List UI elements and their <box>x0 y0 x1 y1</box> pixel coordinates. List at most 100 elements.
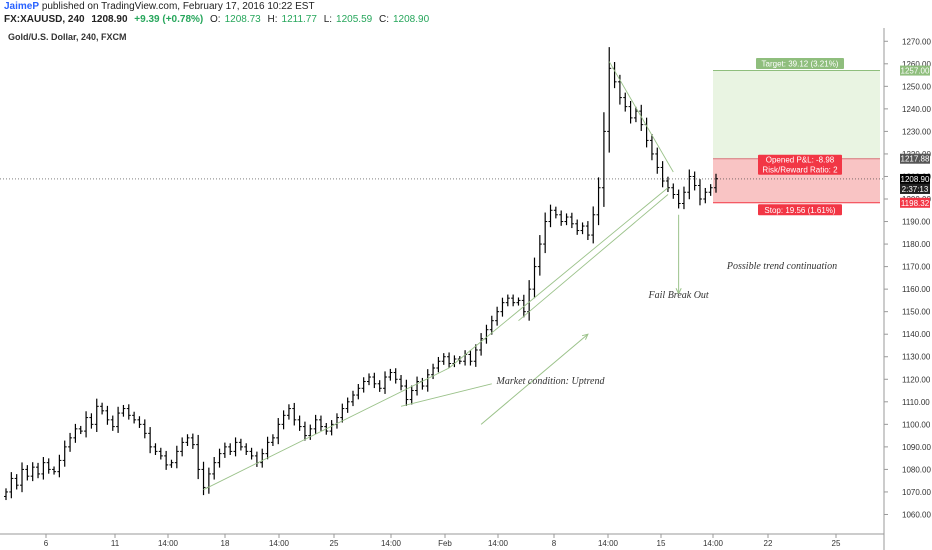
candle-bar <box>649 134 654 161</box>
pnl-tag-text: Risk/Reward Ratio: 2 <box>762 166 838 175</box>
candle-bar <box>292 402 297 426</box>
last-price-tag-text: 1208.90 <box>901 175 930 184</box>
y-tick-label: 1100.00 <box>902 420 931 429</box>
candle-bar <box>201 461 206 496</box>
candle-bar <box>212 457 217 480</box>
target-tag-text: Target: 39.12 (3.21%) <box>762 60 839 69</box>
stop-tag: Stop: 19.56 (1.61%) <box>758 204 842 216</box>
y-tick-label: 1080.00 <box>902 465 931 474</box>
x-tick-label: 11 <box>111 539 120 548</box>
candle-bar <box>452 355 457 368</box>
trend-continuation-label: Possible trend continuation <box>726 261 837 272</box>
x-tick-label: 8 <box>552 539 557 548</box>
candle-bar <box>703 187 708 204</box>
candle-bar <box>377 380 382 392</box>
x-tick-label: 22 <box>764 539 773 548</box>
candle-bar <box>238 438 243 451</box>
candle-bar <box>665 176 670 193</box>
candle-bar <box>596 177 601 226</box>
x-tick-label: 14:00 <box>381 539 402 548</box>
candle-bar <box>73 423 78 443</box>
candle-bar <box>671 183 676 199</box>
trendline-upper <box>448 187 669 369</box>
candle-bar <box>110 415 115 431</box>
candle-bar <box>334 413 339 429</box>
target-tag-box <box>756 58 844 70</box>
last-price: 1208.90 <box>91 14 128 25</box>
author-link[interactable]: JaimeP <box>4 1 40 12</box>
trendline-down <box>608 61 674 173</box>
candle-bar <box>276 418 281 445</box>
candle-bar <box>174 445 179 469</box>
candle-bar <box>484 324 489 344</box>
candle-bar <box>137 416 142 428</box>
candle-bar <box>676 189 681 209</box>
candle-bar <box>46 458 51 474</box>
last-price-tag: 1208.90 <box>900 173 930 184</box>
candle-bar <box>500 297 505 317</box>
candle-bar <box>94 398 99 433</box>
candle-bar <box>479 333 484 356</box>
arrow-head <box>675 288 682 295</box>
candle-bar <box>601 112 606 207</box>
change-value: +9.39 (+0.78%) <box>134 14 204 25</box>
target-price-tag-text: 1257.00 <box>901 67 930 76</box>
candle-bar <box>681 186 686 210</box>
candle-bar <box>228 443 233 455</box>
y-tick-label: 1240.00 <box>902 105 931 114</box>
candle-bar <box>222 442 227 458</box>
y-tick-label: 1060.00 <box>902 510 931 519</box>
candle-bar <box>495 306 500 326</box>
x-tick-label: 14:00 <box>269 539 290 548</box>
target-price-tag: 1257.00 <box>900 65 930 76</box>
uptrend-arrow <box>480 333 589 425</box>
x-tick-label: 14:00 <box>598 539 619 548</box>
candle-bar <box>185 434 190 446</box>
candle-bar <box>714 173 718 193</box>
candle-bar <box>57 454 62 478</box>
candle-bar <box>36 462 41 479</box>
low-value: L: 1205.59 <box>323 14 373 25</box>
candle-bar <box>41 457 46 480</box>
x-tick-label: 6 <box>44 539 49 548</box>
chart-area[interactable]: Gold/U.S. Dollar, 240, FXCM Market condit… <box>0 28 932 550</box>
y-tick-label: 1070.00 <box>902 488 931 497</box>
candle-bar <box>286 404 291 420</box>
candle-bar <box>20 462 25 493</box>
x-tick-label: Feb <box>438 539 452 548</box>
candle-bar <box>367 373 372 386</box>
x-tick-label: 14:00 <box>158 539 179 548</box>
candle-bar <box>687 169 692 200</box>
candle-bar <box>153 443 158 455</box>
candle-bar <box>196 434 201 480</box>
trendline-lower <box>203 367 450 491</box>
last-price-tag-box <box>900 173 930 184</box>
publish-text: published on TradingView.com, February 1… <box>41 1 315 12</box>
candle-bar <box>345 397 350 413</box>
y-tick-label: 1140.00 <box>902 330 931 339</box>
candle-bar <box>372 372 377 389</box>
pnl-tag-text: Opened P&L: -8.98 <box>766 156 835 165</box>
candle-bar <box>425 369 430 392</box>
candle-bar <box>68 432 73 452</box>
target-price-tag-box <box>900 65 930 76</box>
target-zone <box>713 70 880 159</box>
candle-bar <box>708 184 713 196</box>
candle-bar <box>388 368 393 381</box>
symbol-label[interactable]: FX:XAUUSD, 240 <box>4 14 85 25</box>
y-tick-label: 1180.00 <box>902 240 931 249</box>
candle-bar <box>404 379 409 406</box>
candle-bar <box>415 376 420 396</box>
candle-bar <box>569 212 574 229</box>
candle-bar <box>302 421 307 441</box>
candle-bar <box>148 427 153 454</box>
countdown-tag: 2:37:13 <box>900 183 930 194</box>
candle-bar <box>206 467 211 494</box>
candle-bar <box>447 352 452 368</box>
y-tick-label: 1090.00 <box>902 443 931 452</box>
y-tick-label: 1230.00 <box>902 127 931 136</box>
candle-bar <box>14 474 19 490</box>
candle-bar <box>100 402 105 415</box>
price-chart[interactable]: Gold/U.S. Dollar, 240, FXCM Market condit… <box>0 28 932 550</box>
candle-bar <box>244 443 249 455</box>
